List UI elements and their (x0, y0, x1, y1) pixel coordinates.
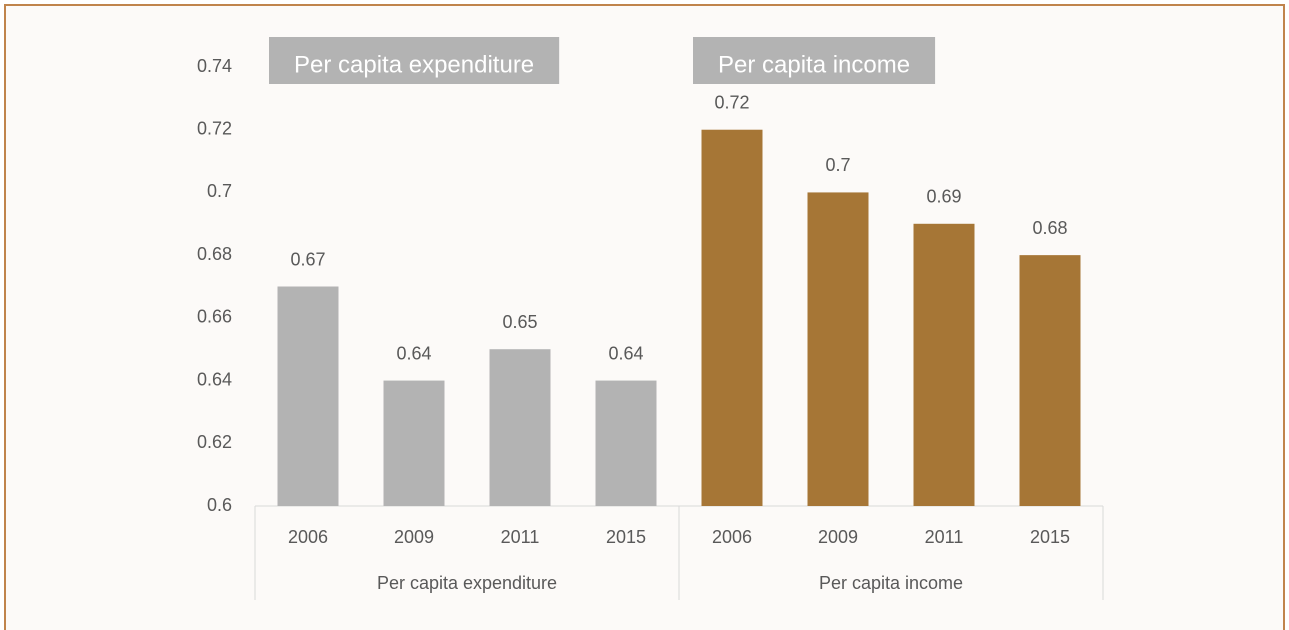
bar (277, 286, 339, 506)
x-tick-label: 2015 (606, 527, 646, 547)
data-label: 0.68 (1032, 218, 1067, 238)
group-label: Per capita income (819, 573, 963, 593)
y-tick-label: 0.64 (197, 369, 232, 389)
legend-label: Per capita income (718, 51, 910, 78)
x-tick-label: 2006 (288, 527, 328, 547)
y-tick-label: 0.6 (207, 495, 232, 515)
x-tick-label: 2009 (394, 527, 434, 547)
legend-label: Per capita expenditure (294, 51, 534, 78)
data-label: 0.64 (608, 343, 643, 363)
data-label: 0.7 (825, 155, 850, 175)
data-label: 0.67 (290, 249, 325, 269)
data-label: 0.72 (714, 92, 749, 112)
y-tick-label: 0.62 (197, 432, 232, 452)
x-tick-label: 2011 (925, 527, 964, 547)
bar (1019, 255, 1081, 506)
y-tick-label: 0.7 (207, 181, 232, 201)
bar (913, 223, 975, 507)
x-tick-label: 2009 (818, 527, 858, 547)
legend-box (269, 37, 560, 84)
x-tick-label: 2011 (501, 527, 540, 547)
bar (701, 129, 763, 506)
y-tick-label: 0.74 (197, 56, 232, 76)
legend-box (693, 37, 936, 84)
y-tick-label: 0.68 (197, 244, 232, 264)
data-label: 0.65 (502, 312, 537, 332)
bar (489, 349, 551, 506)
data-label: 0.69 (926, 187, 961, 207)
x-tick-label: 2006 (712, 527, 752, 547)
x-tick-label: 2015 (1030, 527, 1070, 547)
bar (383, 380, 445, 506)
y-tick-label: 0.66 (197, 307, 232, 327)
y-tick-label: 0.72 (197, 118, 232, 138)
group-label: Per capita expenditure (377, 573, 557, 593)
bar (595, 380, 657, 506)
bar (807, 192, 869, 506)
data-label: 0.64 (396, 343, 431, 363)
